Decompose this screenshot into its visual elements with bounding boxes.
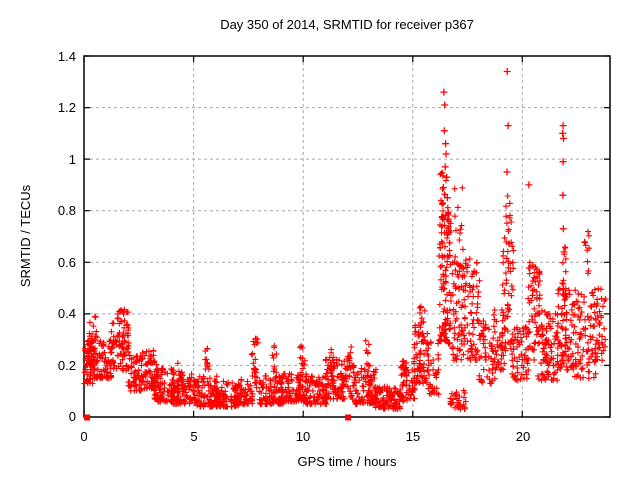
y-tick-label-1.2: 1.2: [58, 100, 76, 115]
y-tick-label-0.6: 0.6: [58, 255, 76, 270]
y-tick-label-0.2: 0.2: [58, 358, 76, 373]
scatter-points: [81, 169, 609, 413]
y-axis-label: SRMTID / TECUs: [18, 184, 33, 287]
axis-tick-marks: [83, 55, 610, 418]
x-tick-label-10: 10: [296, 429, 310, 444]
y-tick-label-0.0: 0: [69, 409, 76, 424]
scatter-outlier-points: [438, 68, 568, 256]
x-axis-label: GPS time / hours: [298, 454, 397, 469]
grid-lines: [84, 56, 610, 417]
chart-title: Day 350 of 2014, SRMTID for receiver p36…: [220, 17, 474, 32]
x-tick-label-15: 15: [406, 429, 420, 444]
y-tick-label-0.8: 0.8: [58, 203, 76, 218]
x-tick-label-20: 20: [516, 429, 530, 444]
x-tick-label-5: 5: [190, 429, 197, 444]
y-tick-label-1.4: 1.4: [58, 49, 76, 64]
y-tick-label-1.0: 1: [69, 152, 76, 167]
x-tick-label-0: 0: [80, 429, 87, 444]
y-tick-label-0.4: 0.4: [58, 306, 76, 321]
